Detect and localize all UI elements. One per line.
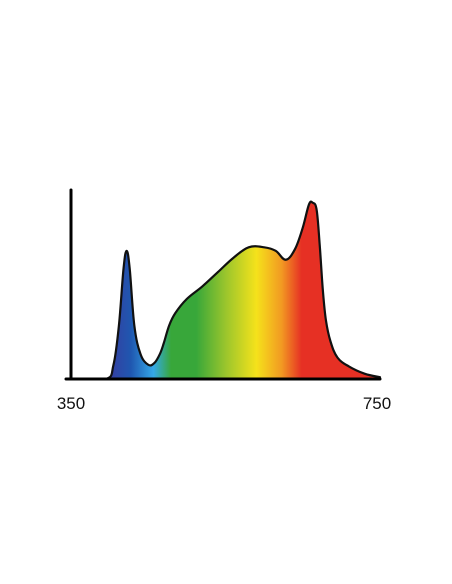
spectrum-area — [71, 201, 380, 379]
x-tick-label-350: 350 — [57, 394, 85, 413]
spectrum-outline — [69, 200, 382, 381]
x-tick-label-750: 750 — [363, 394, 391, 413]
